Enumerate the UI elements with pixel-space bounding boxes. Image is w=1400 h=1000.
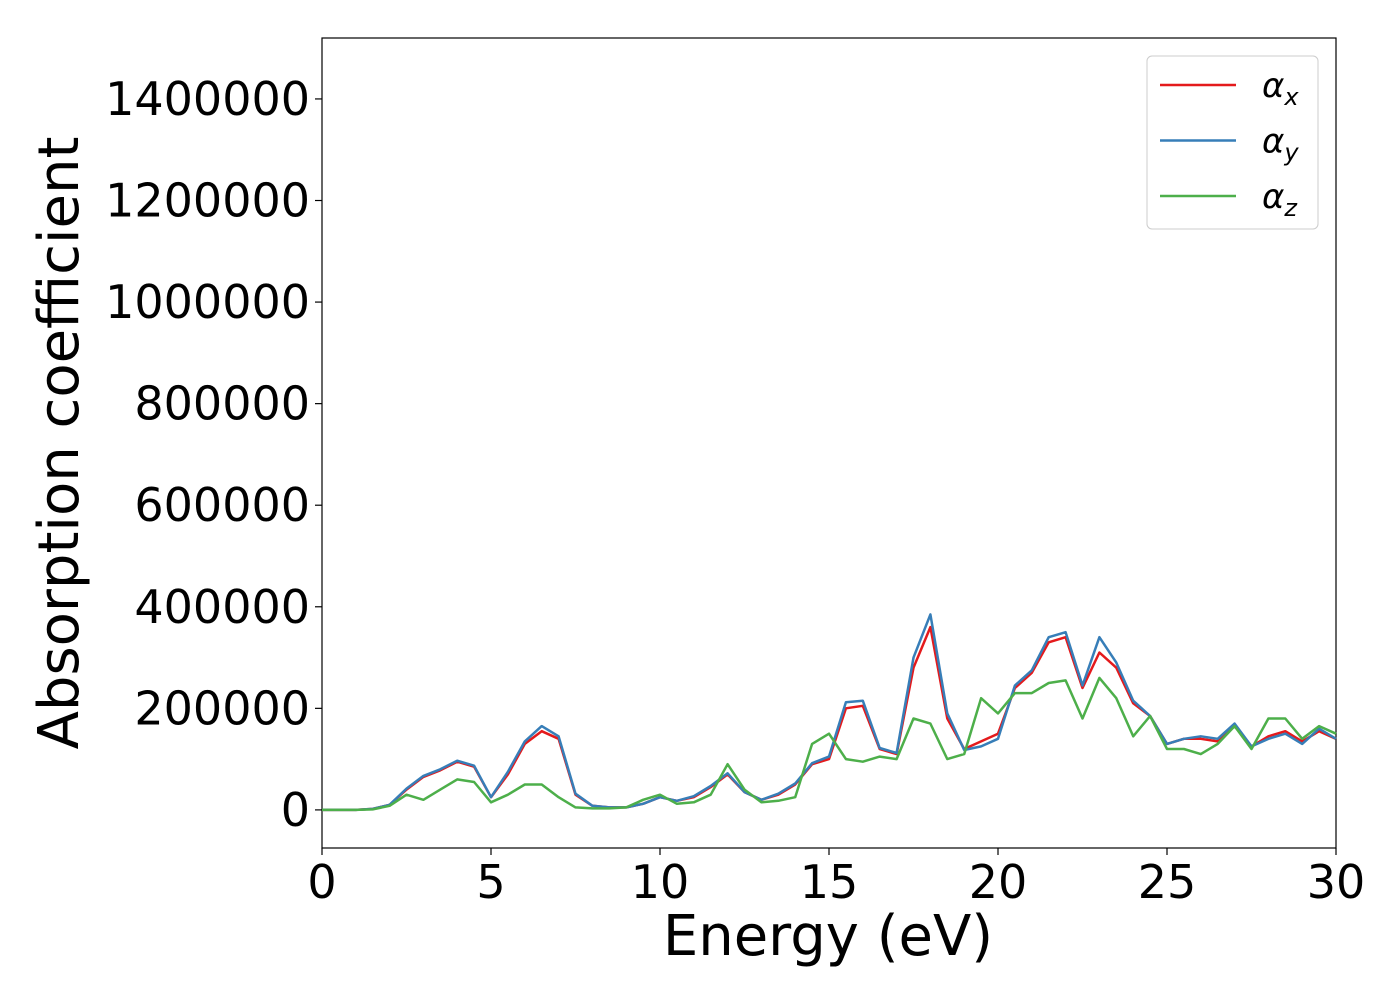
y-tick-label: 1400000 (105, 72, 310, 126)
y-tick-label: 200000 (134, 681, 310, 735)
y-axis-label: Absorption coefficient (27, 137, 92, 750)
x-tick-label: 15 (800, 855, 859, 909)
y-tick-label: 0 (281, 783, 310, 837)
x-tick-label: 0 (307, 855, 336, 909)
series-line (322, 613, 1337, 812)
y-tick-label: 600000 (134, 478, 310, 532)
y-tick-label: 400000 (134, 580, 310, 634)
x-tick-label: 20 (969, 855, 1028, 909)
series-line (322, 676, 1337, 812)
y-tick-label: 1200000 (105, 174, 310, 228)
legend-label: αz (1262, 177, 1298, 222)
y-tick-label: 1000000 (105, 275, 310, 329)
x-tick-label: 25 (1138, 855, 1197, 909)
x-tick-label: 10 (631, 855, 690, 909)
x-tick-label: 5 (476, 855, 505, 909)
legend-label: αx (1262, 66, 1299, 111)
y-tick-label: 800000 (134, 377, 310, 431)
legend-label: αy (1262, 122, 1299, 167)
plot (322, 613, 1337, 812)
x-axis-label: Energy (eV) (663, 904, 993, 969)
legend (1146, 55, 1319, 230)
x-tick-label: 30 (1307, 855, 1366, 909)
